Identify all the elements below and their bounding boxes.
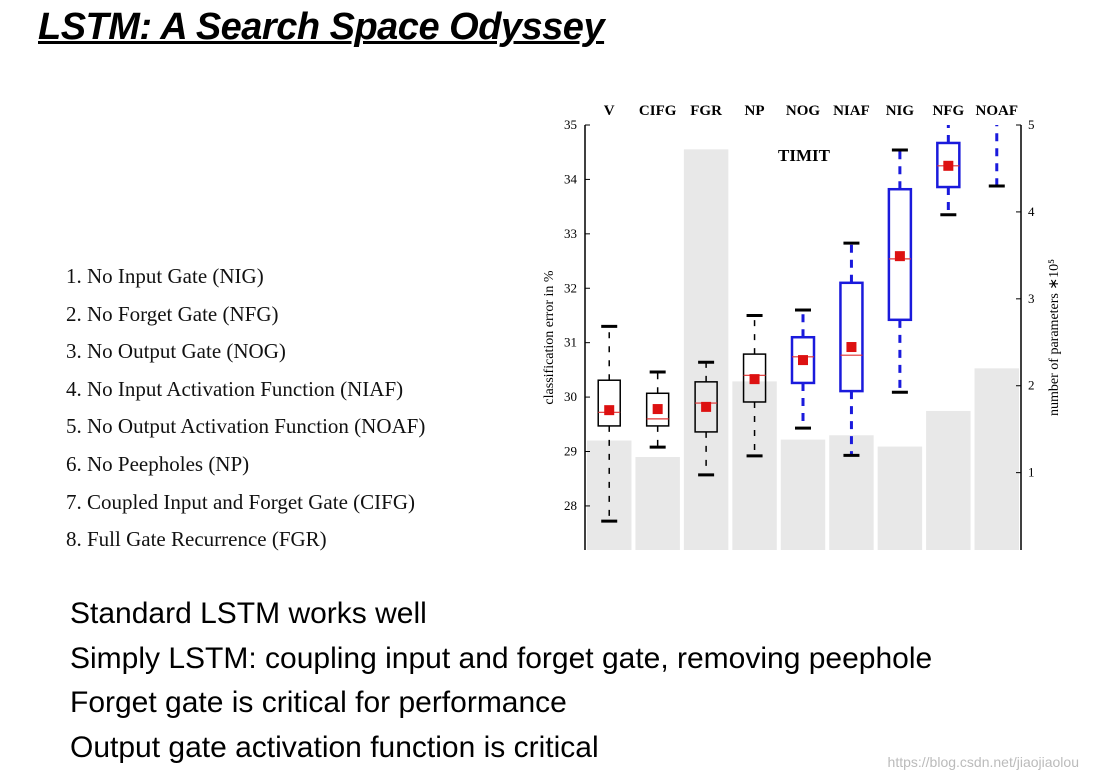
param-bar [974, 368, 1019, 550]
box-group [887, 148, 913, 394]
variant-list: 1. No Input Gate (NIG) 2. No Forget Gate … [66, 258, 425, 559]
mean-marker [749, 374, 760, 385]
list-item: 1. No Input Gate (NIG) [66, 264, 264, 288]
box [887, 187, 913, 322]
y-tick-label: 32 [564, 280, 577, 295]
list-item: 8. Full Gate Recurrence (FGR) [66, 527, 327, 552]
x-tick-label: NOAF [976, 103, 1019, 119]
y-tick-label: 33 [564, 226, 577, 241]
box [597, 379, 621, 427]
box [839, 281, 864, 393]
slide-title: LSTM: A Search Space Odyssey [38, 6, 605, 48]
param-bar [877, 446, 923, 550]
key-point: Standard LSTM works well [70, 597, 427, 630]
mean-marker [992, 68, 1002, 78]
watermark: https://blog.csdn.net/jiaojiaolou [887, 754, 1079, 770]
list-item: 5. No Output Activation Function (NOAF) [66, 414, 426, 439]
chart-title: TIMIT [778, 146, 831, 165]
y-axis-label: classification error in % [542, 270, 557, 404]
param-bar [780, 439, 826, 550]
box [936, 141, 961, 189]
list-item: 2. No Forget Gate (NFG) [66, 301, 279, 326]
box [986, 49, 1008, 103]
param-bar [926, 410, 971, 550]
y-tick-label: 30 [564, 389, 577, 404]
mean-marker [894, 251, 905, 262]
y2-tick-label: 3 [1028, 291, 1035, 306]
y2-tick-label: 2 [1028, 378, 1035, 393]
box-group [645, 370, 670, 449]
param-bar [635, 457, 680, 550]
box-group [694, 360, 718, 477]
x-tick-label: NOG [786, 103, 821, 119]
y2-tick-label: 1 [1028, 465, 1035, 480]
x-tick-label: NIAF [833, 103, 870, 119]
box-group [742, 313, 767, 458]
mean-marker [846, 342, 857, 353]
box-group [790, 308, 816, 430]
box [645, 392, 670, 427]
list-item: 3. No Output Gate (NOG) [66, 339, 286, 364]
mean-marker [652, 404, 663, 415]
y2-tick-label: 5 [1028, 117, 1035, 132]
mean-marker [798, 355, 808, 366]
param-bar [683, 149, 729, 550]
x-tick-label: V [604, 103, 615, 119]
x-tick-label: NP [745, 103, 765, 119]
y-tick-label: 34 [564, 171, 578, 186]
key-point: Simply LSTM: coupling input and forget g… [70, 641, 933, 675]
x-tick-label: NIG [886, 103, 915, 119]
mean-marker [604, 405, 615, 416]
x-tick-label: FGR [690, 103, 722, 119]
box-group [986, 49, 1008, 188]
param-bar [732, 381, 777, 550]
y-tick-label: 31 [564, 335, 577, 350]
mean-marker [943, 160, 954, 171]
y2-axis-label: number of parameters ∗10⁵ [1047, 259, 1062, 416]
key-point: Output gate activation function is criti… [70, 730, 599, 764]
plot-area [587, 49, 1019, 550]
box [694, 381, 718, 433]
box [742, 353, 767, 403]
y-tick-label: 29 [564, 444, 577, 459]
y2-tick-label: 4 [1028, 204, 1035, 219]
list-item: 6. No Peepholes (NP) [66, 451, 250, 476]
list-item: 4. No Input Activation Function (NIAF) [66, 376, 404, 401]
box-group [597, 324, 621, 523]
y-tick-label: 28 [564, 498, 577, 513]
x-tick-label: CIFG [639, 103, 677, 119]
key-points: Standard LSTM works well Simply LSTM: cou… [70, 592, 932, 770]
mean-marker [701, 401, 712, 412]
y-tick-label: 35 [564, 117, 577, 132]
x-tick-label: NFG [932, 103, 964, 119]
box-group [839, 241, 864, 457]
box [790, 335, 816, 385]
box-group [936, 125, 961, 217]
list-item: 7. Coupled Input and Forget Gate (CIFG) [66, 489, 415, 514]
key-point: Forget gate is critical for performance [70, 686, 567, 719]
